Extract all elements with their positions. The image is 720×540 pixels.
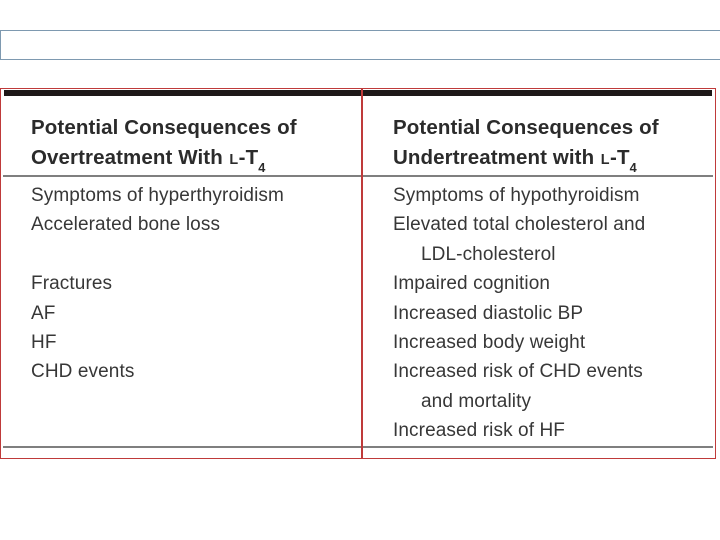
table-row: Impaired cognition bbox=[393, 273, 551, 295]
table-row: Increased risk of CHD events bbox=[393, 361, 643, 383]
table-row: CHD events bbox=[31, 361, 135, 383]
left-header-line2: Overtreatment With L-T4 bbox=[31, 145, 266, 175]
table-row: AF bbox=[31, 302, 56, 324]
left-column-body: Symptoms of hyperthyroidism Accelerated … bbox=[31, 181, 284, 387]
lt4-symbol: L-T4 bbox=[600, 145, 637, 175]
table-row: Accelerated bone loss bbox=[31, 214, 221, 236]
table-top-bar bbox=[4, 90, 712, 96]
table-row: Increased diastolic BP bbox=[393, 302, 584, 324]
table-row-spacer bbox=[31, 240, 284, 269]
bottom-rule bbox=[3, 446, 713, 448]
lt4-symbol: L-T4 bbox=[229, 145, 266, 175]
table-row: Increased body weight bbox=[393, 331, 586, 353]
table-row: HF bbox=[31, 331, 57, 353]
title-placeholder[interactable] bbox=[0, 30, 720, 60]
table-row: Fractures bbox=[31, 273, 113, 295]
consequences-table: Potential Consequences of Overtreatment … bbox=[0, 88, 716, 459]
table-row: Symptoms of hyperthyroidism bbox=[31, 185, 284, 206]
header-rule bbox=[3, 175, 713, 177]
right-header-line2: Undertreatment with L-T4 bbox=[393, 145, 637, 175]
table-row: Elevated total cholesterol and bbox=[393, 214, 646, 236]
left-column-header: Potential Consequences of Overtreatment … bbox=[31, 113, 297, 175]
table-row: Increased risk of HF bbox=[393, 420, 565, 442]
right-column-body: Symptoms of hypothyroidism Elevated tota… bbox=[393, 181, 645, 446]
column-divider bbox=[361, 89, 363, 458]
right-column-header: Potential Consequences of Undertreatment… bbox=[393, 113, 659, 175]
right-header-line1: Potential Consequences of bbox=[393, 116, 659, 139]
table-row-continuation: LDL-cholesterol bbox=[421, 243, 556, 265]
table-row-continuation: and mortality bbox=[421, 390, 532, 412]
left-header-line1: Potential Consequences of bbox=[31, 116, 297, 139]
table-row: Symptoms of hypothyroidism bbox=[393, 185, 640, 206]
